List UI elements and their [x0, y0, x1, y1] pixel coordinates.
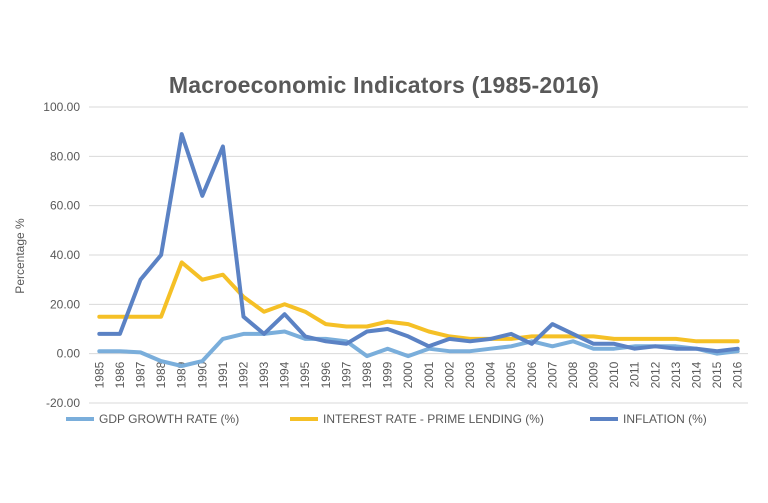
x-tick-label: 1990 [195, 361, 209, 388]
legend: GDP GROWTH RATE (%) INTEREST RATE - PRIME… [66, 412, 707, 426]
x-tick-label: 2004 [484, 361, 498, 388]
x-tick-label: 2013 [669, 361, 683, 388]
series-line-2 [97, 132, 740, 354]
x-tick-label: 1991 [216, 361, 230, 388]
y-tick-label: 60.00 [50, 199, 80, 213]
series-line-1 [97, 260, 740, 344]
legend-label: INFLATION (%) [623, 412, 707, 426]
x-tick-label: 2007 [545, 361, 559, 388]
x-tick-label: 1987 [133, 361, 147, 388]
x-tick-label: 1995 [298, 361, 312, 388]
x-tick-label: 1986 [113, 361, 127, 388]
x-tick-label: 1985 [92, 361, 106, 388]
x-tick-label: 2006 [525, 361, 539, 388]
y-tick-label: 100.00 [43, 100, 80, 114]
x-tick-label: 2002 [442, 361, 456, 388]
x-tick-label: 2000 [401, 361, 415, 388]
y-tick-label: 80.00 [50, 149, 80, 163]
x-tick-label: 1989 [175, 361, 189, 388]
y-tick-label: 0.00 [57, 347, 81, 361]
x-tick-label: 1994 [278, 361, 292, 388]
legend-label: INTEREST RATE - PRIME LENDING (%) [323, 412, 544, 426]
x-tick-label: 1998 [360, 361, 374, 388]
legend-label: GDP GROWTH RATE (%) [99, 412, 239, 426]
y-axis-title: Percentage % [13, 218, 27, 294]
x-tick-label: 2014 [690, 361, 704, 388]
x-tick-label: 2016 [731, 361, 745, 388]
series-lines [97, 132, 740, 368]
x-tick-label: 2008 [566, 361, 580, 388]
x-tick-label: 2011 [628, 361, 642, 387]
chart-title: Macroeconomic Indicators (1985-2016) [168, 72, 600, 98]
x-tick-label: 1997 [339, 361, 353, 388]
x-tick-label: 2015 [710, 361, 724, 388]
x-tick-label: 1993 [257, 361, 271, 388]
x-tick-label: 1992 [236, 361, 250, 388]
x-tick-label: 2003 [463, 361, 477, 388]
x-tick-label: 1996 [319, 361, 333, 388]
x-tick-label: 1999 [381, 361, 395, 388]
y-tick-label: -20.00 [46, 396, 80, 410]
y-axis-ticks: -20.00 0.00 20.00 40.00 60.00 80.00 100.00 [43, 100, 80, 410]
x-tick-label: 1988 [154, 361, 168, 388]
x-tick-label: 2009 [587, 361, 601, 388]
x-tick-label: 2012 [648, 361, 662, 388]
x-axis-ticks: 1985 1986 1987 1988 1989 1990 1991 1992 1993 1994… [92, 361, 744, 388]
x-tick-label: 2001 [422, 361, 436, 388]
x-tick-label: 2005 [504, 361, 518, 388]
y-tick-label: 40.00 [50, 248, 80, 262]
y-tick-label: 20.00 [50, 297, 80, 311]
x-tick-label: 2010 [607, 361, 621, 388]
